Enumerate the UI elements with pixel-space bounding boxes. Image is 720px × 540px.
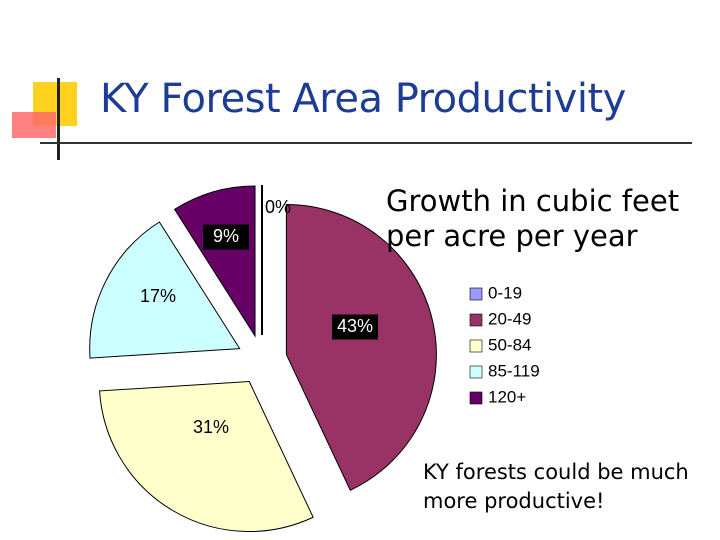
data-label-120: 9% [213,226,239,246]
data-label-85-119: 17% [140,286,176,306]
legend-swatch-120 [469,391,483,405]
chart-subtitle: Growth in cubic feet per acre per year [386,184,680,253]
pie-slice-120 [173,185,256,338]
title-underline-rule [40,142,692,144]
decor-red-square [12,112,56,138]
legend-label-20-49: 20-49 [488,309,531,328]
legend-swatch-0-19 [469,287,483,301]
footnote: KY forests could be much more productive… [423,460,689,513]
legend-label-50-84: 50-84 [488,335,531,354]
pie-slice-50-84 [99,380,314,532]
data-label-120-box [203,224,249,250]
data-label-20-49-box [332,314,378,340]
legend-swatch-20-49 [469,313,483,327]
data-label-0-19: 0% [265,197,291,217]
legend-swatch-50-84 [469,339,483,353]
legend-label-0-19: 0-19 [488,283,522,302]
data-label-20-49: 43% [337,316,373,336]
legend-label-85-119: 85-119 [488,361,540,380]
data-label-50-84: 31% [193,417,229,437]
pie-slice-20-49 [285,204,437,491]
pie-slice-85-119 [89,221,241,359]
legend-label-120: 120+ [488,387,526,406]
decor-vertical-rule [57,78,60,160]
legend-swatch-85-119 [469,365,483,379]
page-title: KY Forest Area Productivity [100,76,626,122]
